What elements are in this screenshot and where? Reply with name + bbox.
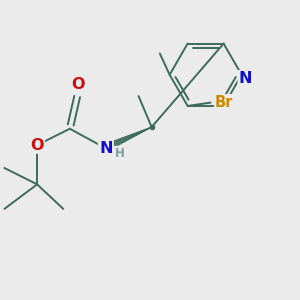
Text: N: N bbox=[239, 71, 252, 86]
Text: N: N bbox=[99, 141, 112, 156]
Text: H: H bbox=[115, 147, 124, 160]
Text: Br: Br bbox=[215, 95, 233, 110]
Text: O: O bbox=[30, 138, 44, 153]
Text: O: O bbox=[71, 77, 85, 92]
